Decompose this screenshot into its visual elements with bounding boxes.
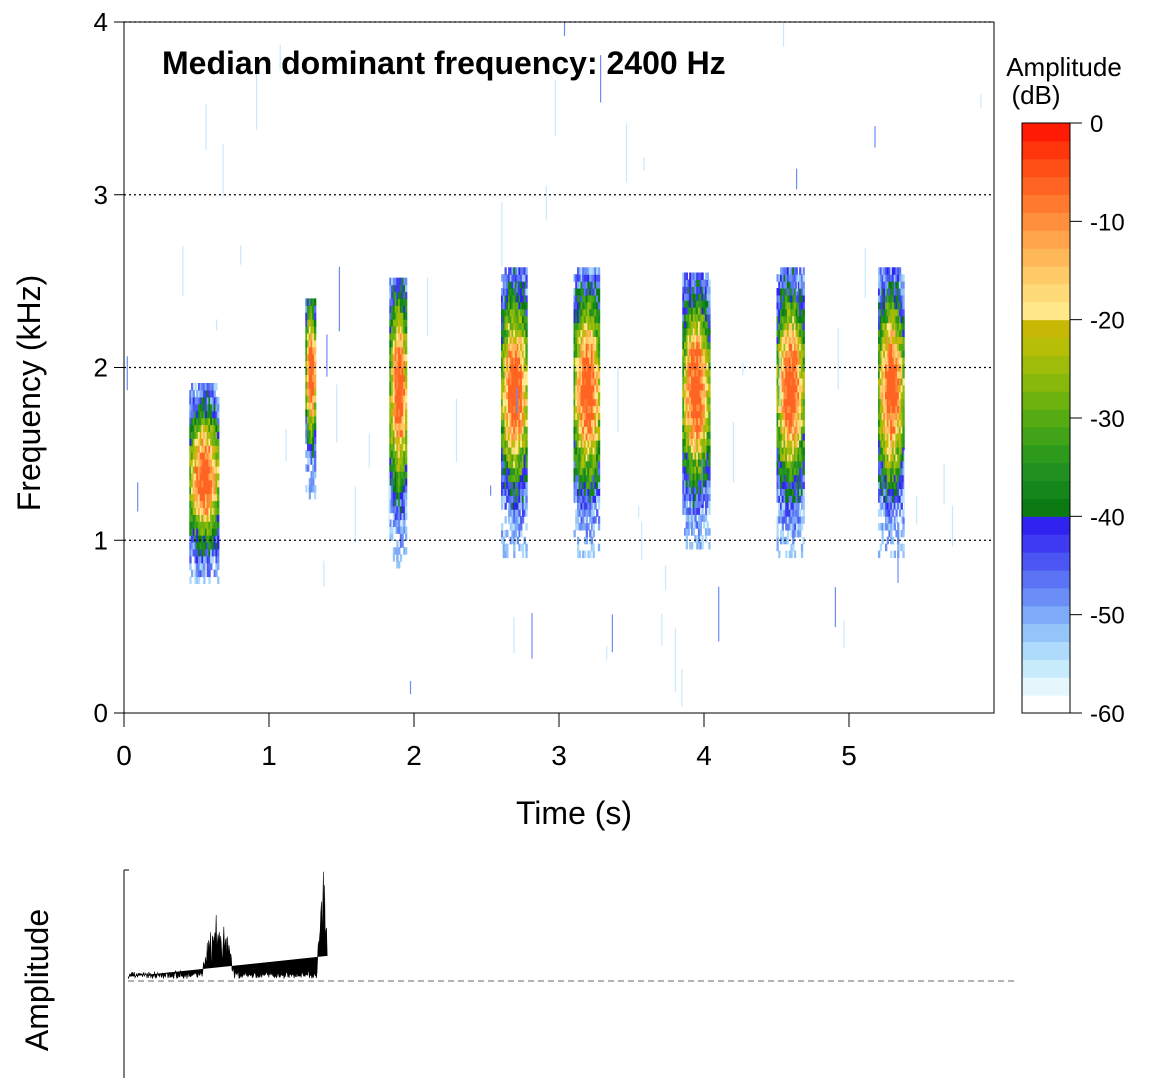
colorbar-tick-label: -40	[1090, 504, 1125, 531]
colorbar-tick-label: -50	[1090, 603, 1125, 630]
y-axis-ticks: 0 1 2 3 4	[94, 7, 124, 728]
colorbar-swatch	[1022, 140, 1070, 160]
colorbar-swatch	[1022, 623, 1070, 642]
x-tick-label: 1	[261, 740, 277, 771]
x-tick-label: 4	[696, 740, 712, 771]
spectrogram-cells	[126, 22, 982, 707]
colorbar-swatch	[1022, 266, 1070, 285]
colorbar-swatch	[1022, 569, 1070, 589]
colorbar-title-line-2: (dB)	[1011, 80, 1060, 110]
colorbar-swatch	[1022, 373, 1070, 392]
call-2	[305, 298, 317, 500]
x-axis-label: Time (s)	[516, 795, 632, 831]
colorbar-tick-label: 0	[1090, 111, 1103, 138]
colorbar-swatch	[1022, 230, 1070, 249]
call-3	[389, 277, 408, 569]
colorbar-swatch	[1022, 158, 1070, 178]
call-6	[682, 272, 711, 550]
y-tick-label: 0	[94, 698, 108, 728]
colorbar-swatches	[1022, 123, 1070, 714]
colorbar-swatch	[1022, 301, 1070, 321]
y-tick-label: 3	[94, 180, 108, 210]
colorbar-swatch	[1022, 498, 1070, 517]
colorbar-swatch	[1022, 391, 1070, 410]
colorbar-tick-label: -30	[1090, 406, 1125, 433]
spectrogram-panel: Median dominant frequency: 2400 Hz 0 1 2 3 4…	[11, 7, 995, 831]
colorbar-swatch	[1022, 444, 1070, 464]
colorbar-swatch	[1022, 283, 1070, 303]
colorbar-swatch	[1022, 587, 1070, 607]
colorbar-swatch	[1022, 409, 1070, 428]
x-tick-label: 0	[116, 740, 132, 771]
colorbar-swatch	[1022, 641, 1070, 660]
colorbar: Amplitude (dB) 0 -10 -20 -30 -40 -50 -60	[1006, 52, 1125, 728]
colorbar-swatch	[1022, 337, 1070, 356]
median-frequency-annotation: Median dominant frequency: 2400 Hz	[162, 45, 726, 81]
colorbar-swatch	[1022, 212, 1070, 231]
colorbar-swatch	[1022, 659, 1070, 678]
colorbar-swatch	[1022, 248, 1070, 267]
y-tick-label: 2	[94, 353, 108, 383]
call-1	[189, 383, 220, 584]
colorbar-swatch	[1022, 677, 1070, 696]
call-7	[776, 267, 805, 559]
x-tick-label: 2	[406, 740, 422, 771]
colorbar-swatch	[1022, 605, 1070, 625]
colorbar-title-line-1: Amplitude	[1006, 52, 1122, 82]
colorbar-swatch	[1022, 552, 1070, 571]
y-tick-label: 4	[94, 7, 108, 37]
colorbar-swatch	[1022, 355, 1070, 374]
colorbar-swatch	[1022, 695, 1070, 714]
colorbar-swatch	[1022, 480, 1070, 499]
colorbar-swatch	[1022, 426, 1070, 446]
call-4	[501, 267, 528, 559]
colorbar-swatch	[1022, 176, 1070, 196]
oscillogram-y-label: Amplitude	[19, 909, 55, 1051]
colorbar-swatch	[1022, 123, 1070, 142]
colorbar-tick-label: -10	[1090, 209, 1125, 236]
noise-streaks	[126, 22, 982, 707]
colorbar-swatch	[1022, 319, 1070, 339]
y-axis-label: Frequency (kHz)	[11, 275, 47, 512]
y-tick-label: 1	[94, 525, 108, 555]
oscillogram-panel: Amplitude	[19, 869, 1016, 1078]
colorbar-swatch	[1022, 516, 1070, 535]
x-tick-label: 5	[841, 740, 857, 771]
colorbar-tick-label: -20	[1090, 308, 1125, 335]
colorbar-swatch	[1022, 194, 1070, 213]
colorbar-swatch	[1022, 534, 1070, 553]
colorbar-ticks: 0 -10 -20 -30 -40 -50 -60	[1070, 111, 1125, 728]
x-tick-label: 3	[551, 740, 567, 771]
call-5	[573, 267, 601, 559]
oscillogram-waveform	[127, 871, 328, 980]
colorbar-tick-label: -60	[1090, 701, 1125, 728]
colorbar-swatch	[1022, 462, 1070, 482]
x-axis-ticks: 0 1 2 3 4 5	[116, 713, 857, 771]
